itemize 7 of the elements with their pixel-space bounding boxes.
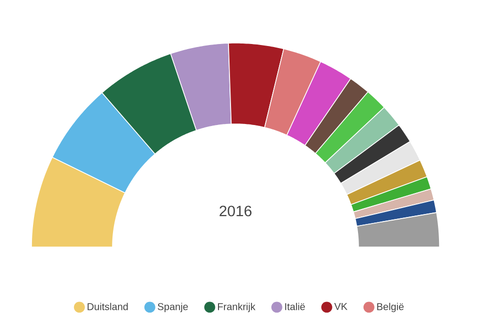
legend-label: VK: [334, 303, 348, 310]
legend-label: Spanje: [158, 302, 188, 312]
text: 2016: [220, 206, 252, 216]
legend-label: Frankrijk: [218, 302, 256, 312]
legend-label: België: [377, 302, 404, 312]
legend-label: Duitsland: [88, 302, 128, 310]
legend-label: Italië: [285, 302, 305, 310]
